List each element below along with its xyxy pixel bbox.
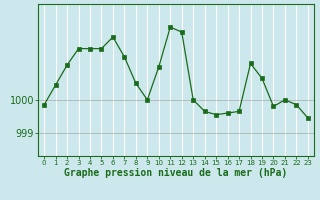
X-axis label: Graphe pression niveau de la mer (hPa): Graphe pression niveau de la mer (hPa)	[64, 168, 288, 178]
